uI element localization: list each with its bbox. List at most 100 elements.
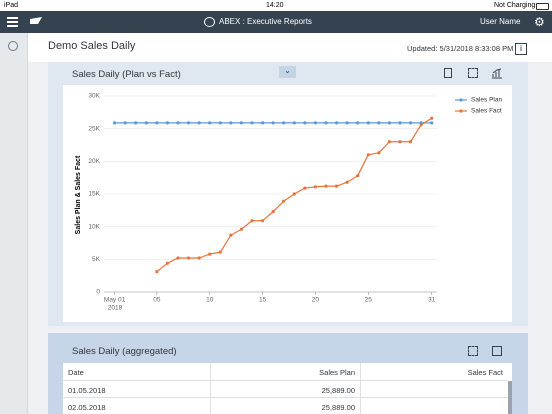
data-point bbox=[303, 121, 307, 125]
data-point bbox=[345, 180, 349, 184]
table-cell: 01.05.2018 bbox=[68, 386, 106, 395]
table-view-button[interactable] bbox=[444, 68, 452, 78]
data-point bbox=[239, 121, 244, 125]
y-tick-label: 10K bbox=[88, 223, 100, 230]
data-point bbox=[197, 256, 201, 260]
data-point bbox=[250, 219, 254, 223]
app-icon bbox=[204, 17, 215, 27]
card-title: Sales Daily (aggregated) bbox=[72, 346, 177, 357]
x-tick-label: 05 bbox=[153, 297, 161, 304]
fullscreen-button[interactable] bbox=[468, 346, 478, 356]
battery-icon bbox=[536, 3, 549, 10]
sidebar-icon[interactable] bbox=[8, 41, 18, 51]
data-point bbox=[292, 121, 296, 125]
data-point bbox=[134, 121, 138, 125]
table-cell: 25,889.00 bbox=[321, 403, 355, 412]
data-point bbox=[387, 121, 392, 125]
data-point bbox=[197, 121, 201, 125]
data-point bbox=[208, 252, 212, 256]
data-point bbox=[112, 121, 117, 125]
table: Date Sales Plan Sales Fact 01.05.2018 25,889… bbox=[63, 363, 512, 414]
table-cell: 25,889.00 bbox=[321, 386, 355, 395]
collapse-button[interactable]: ⌄ bbox=[279, 66, 296, 78]
data-point bbox=[345, 121, 349, 125]
data-point bbox=[282, 121, 286, 125]
data-point bbox=[176, 121, 180, 125]
settings-button[interactable]: ⚙ bbox=[534, 15, 545, 29]
data-point bbox=[250, 121, 254, 125]
row-divider bbox=[63, 380, 508, 381]
y-tick-label: 25K bbox=[88, 125, 100, 132]
y-tick-label: 20K bbox=[88, 158, 100, 165]
data-point bbox=[303, 186, 307, 190]
data-point bbox=[356, 174, 360, 178]
status-bar: iPad 14:20 Not Charging bbox=[0, 0, 552, 11]
data-point bbox=[292, 192, 296, 196]
app-title: ABEX : Executive Reports bbox=[219, 17, 312, 26]
info-button[interactable]: i bbox=[515, 43, 527, 55]
data-point bbox=[366, 121, 370, 125]
app-header: ABEX : Executive Reports User Name ⚙ bbox=[0, 11, 552, 33]
data-point bbox=[165, 261, 170, 265]
user-name[interactable]: User Name bbox=[480, 17, 521, 26]
data-point bbox=[218, 121, 222, 125]
data-point bbox=[387, 140, 392, 144]
column-header: Sales Plan bbox=[319, 368, 355, 377]
menu-button[interactable] bbox=[7, 17, 18, 27]
time: 14:20 bbox=[266, 2, 284, 9]
data-point bbox=[208, 121, 212, 125]
data-point bbox=[398, 121, 402, 125]
y-axis-title: Sales Plan & Sales Fact bbox=[75, 155, 82, 234]
data-point bbox=[155, 270, 159, 274]
data-point bbox=[324, 184, 328, 188]
fullscreen-button[interactable] bbox=[468, 68, 478, 78]
logo bbox=[30, 17, 42, 24]
y-tick-label: 0 bbox=[96, 289, 100, 296]
data-point bbox=[313, 121, 318, 125]
x-tick-label: 25 bbox=[365, 297, 373, 304]
data-point bbox=[165, 121, 170, 125]
data-point bbox=[366, 153, 370, 157]
data-point bbox=[176, 256, 180, 260]
data-point bbox=[408, 140, 413, 144]
sidebar bbox=[0, 33, 28, 414]
y-tick-label: 15K bbox=[88, 191, 100, 198]
data-point bbox=[229, 121, 233, 125]
y-tick-label: 30K bbox=[88, 93, 100, 100]
legend-marker bbox=[459, 109, 463, 113]
data-point bbox=[271, 210, 275, 214]
y-tick-label: 5K bbox=[92, 256, 101, 263]
data-point bbox=[430, 121, 434, 125]
data-point bbox=[218, 250, 222, 254]
data-point bbox=[186, 256, 191, 260]
table-cell: 02.05.2018 bbox=[68, 403, 106, 412]
data-point bbox=[408, 121, 413, 125]
battery-status: Not Charging bbox=[494, 2, 536, 9]
data-point bbox=[430, 116, 434, 120]
updated: Updated: 5/31/2018 8:33:08 PM bbox=[407, 44, 514, 53]
data-point bbox=[123, 121, 127, 125]
chart-view-button[interactable] bbox=[492, 346, 502, 356]
chart-type-button[interactable] bbox=[491, 67, 503, 79]
column-divider bbox=[360, 363, 361, 414]
plot-background bbox=[63, 85, 512, 322]
data-point bbox=[377, 151, 381, 155]
x-tick-label: 20 bbox=[312, 297, 320, 304]
x-tick-label: 10 bbox=[206, 297, 214, 304]
data-point bbox=[155, 121, 159, 125]
data-point bbox=[144, 121, 148, 125]
chart: Sales Plan & Sales Fact 2018 0 5K 10K 15K 20… bbox=[63, 85, 512, 322]
data-point bbox=[313, 185, 318, 189]
x-tick-label: 15 bbox=[259, 297, 267, 304]
data-point bbox=[334, 184, 339, 188]
data-point bbox=[239, 227, 244, 231]
column-header: Sales Fact bbox=[467, 368, 503, 377]
x-tick-label: 31 bbox=[428, 297, 436, 304]
x-axis-year: 2018 bbox=[108, 305, 123, 312]
device: iPad bbox=[4, 2, 19, 9]
row-divider bbox=[63, 397, 508, 398]
data-point bbox=[186, 121, 191, 125]
scrollbar[interactable] bbox=[508, 381, 512, 414]
data-point bbox=[282, 199, 286, 203]
